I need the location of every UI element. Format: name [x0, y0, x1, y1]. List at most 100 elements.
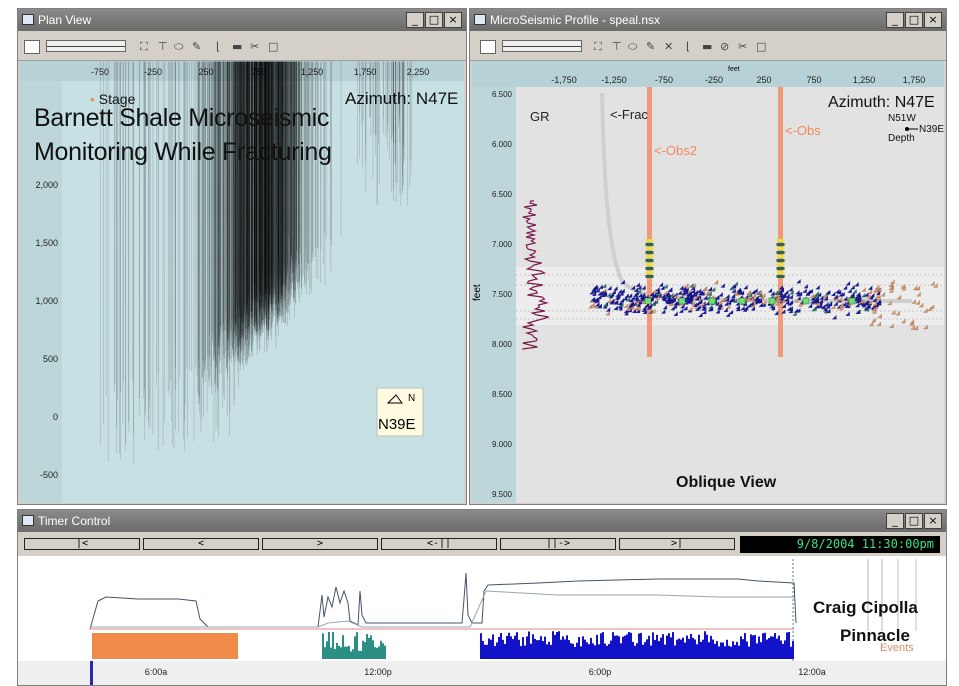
profile-event-point [850, 284, 855, 290]
fit-icon[interactable]: ⛶ [140, 40, 148, 53]
geophone [645, 239, 654, 242]
profile-event-point [694, 300, 700, 306]
measure-icon[interactable]: ⌊ [216, 40, 221, 53]
profile-event-point [855, 309, 860, 314]
maximize-button[interactable]: □ [425, 12, 443, 28]
time-cursor[interactable] [90, 661, 93, 685]
profile-event-point [868, 294, 874, 300]
profile-event-point [666, 295, 672, 301]
event-count-bar [592, 643, 594, 659]
plan-x-tick: 2,250 [407, 67, 430, 77]
maximize-button[interactable]: □ [905, 513, 923, 529]
profile-event-point [867, 299, 873, 305]
close-button[interactable]: × [444, 12, 462, 28]
zoom-icon[interactable] [480, 40, 496, 54]
profile-event-point [823, 295, 829, 301]
event-count-bar [502, 639, 504, 659]
profile-titlebar[interactable]: MicroSeismic Profile - speal.nsx _ □ × [470, 9, 946, 31]
event-count-bar [508, 632, 510, 659]
axis-icon[interactable]: ⊤ [612, 40, 622, 53]
minimize-button[interactable]: _ [886, 513, 904, 529]
profile-event-point [929, 304, 935, 309]
tools-icon[interactable]: ✂ [738, 40, 748, 53]
event-count-bar [630, 632, 632, 659]
event-count-bar [614, 635, 616, 659]
profile-event-point [615, 294, 620, 299]
zoom-icon[interactable] [24, 40, 40, 54]
profile-event-point [877, 313, 882, 319]
tools-icon[interactable]: ✂ [250, 40, 260, 53]
event-count-bar [626, 634, 628, 659]
profile-event-point [631, 308, 637, 314]
timer-titlebar[interactable]: Timer Control _ □ × [18, 510, 946, 532]
profile-event-point [680, 290, 686, 296]
plan-zoom-slider[interactable] [46, 40, 126, 52]
play-button[interactable]: > [262, 538, 378, 550]
event-count-bar [670, 637, 672, 659]
profile-event-point [663, 283, 668, 289]
square-icon[interactable]: □ [756, 40, 767, 53]
select-icon[interactable]: ✎ [192, 40, 202, 53]
profile-event-point [724, 296, 730, 302]
event-count-bar [628, 631, 630, 659]
profile-event-point [809, 293, 815, 299]
hide-icon[interactable]: ⊘ [720, 40, 730, 53]
close-button[interactable]: × [924, 513, 942, 529]
profile-event-point [825, 308, 831, 314]
minimize-button[interactable]: _ [886, 12, 904, 28]
event-count-bar [570, 643, 572, 659]
axis-icon[interactable]: ⊤ [158, 40, 168, 53]
first-button[interactable]: |< [24, 538, 140, 550]
profile-event-point [845, 280, 851, 286]
n51w-label: N51W [888, 113, 916, 124]
profile-event-point [623, 303, 629, 309]
profile-event-point [605, 306, 611, 312]
event-count-bar [742, 639, 744, 659]
event-count-bar [660, 637, 662, 659]
select-icon[interactable]: ✎ [646, 40, 656, 53]
rewind-button[interactable]: <-|| [381, 538, 497, 550]
ellipse-icon[interactable]: ⬭ [174, 40, 184, 53]
profile-event-point [886, 300, 892, 306]
highlight-icon[interactable]: ▬ [702, 40, 713, 53]
event-count-bar [762, 633, 764, 659]
profile-event-point [872, 301, 878, 306]
profile-event-point [890, 309, 896, 315]
close-button[interactable]: × [924, 12, 942, 28]
profile-canvas[interactable]: feet -1,750 -1,250 -750 -250 250 750 1,250 1,75… [472, 61, 944, 503]
profile-event-point [699, 290, 705, 296]
plan-view-canvas[interactable]: -750 -250 250 750 1,250 1,750 2,250 2,000 1,500… [20, 61, 464, 503]
minimize-button[interactable]: _ [406, 12, 424, 28]
highlight-icon[interactable]: ▬ [232, 40, 243, 53]
profile-event-point [838, 291, 843, 297]
fit-icon[interactable]: ⛶ [594, 40, 602, 53]
profile-event-point [601, 283, 607, 289]
profile-event-point [690, 288, 696, 294]
forward-button[interactable]: ||-> [500, 538, 616, 550]
square-icon[interactable]: □ [268, 40, 279, 53]
plan-view-titlebar[interactable]: Plan View _ □ × [18, 9, 466, 31]
cross-icon[interactable]: ✕ [664, 40, 674, 53]
obs2-label: <-Obs2 [654, 143, 697, 158]
profile-x-unit: feet [728, 66, 740, 73]
profile-x-tick: 250 [756, 75, 771, 85]
profile-event-point [611, 289, 616, 295]
event-count-bar [552, 631, 554, 659]
last-button[interactable]: >| [619, 538, 735, 550]
profile-event-point [636, 288, 642, 294]
maximize-button[interactable]: □ [905, 12, 923, 28]
prev-button[interactable]: < [143, 538, 259, 550]
profile-zoom-slider[interactable] [502, 40, 582, 52]
ellipse-icon[interactable]: ⬭ [628, 40, 638, 53]
event-count-bar [366, 634, 368, 659]
event-count-bar [662, 634, 664, 659]
obs2-well [647, 87, 652, 357]
geophone [645, 247, 654, 250]
event-count-bar [646, 639, 648, 659]
perf-marker [708, 297, 716, 305]
profile-event-point [748, 296, 754, 302]
event-count-bar [482, 640, 484, 659]
measure-icon[interactable]: ⌊ [686, 40, 691, 53]
profile-x-tick: -250 [705, 75, 723, 85]
timeline-plot[interactable]: Events 6:00a 12:00p 6:00p 12:00a [18, 557, 946, 685]
